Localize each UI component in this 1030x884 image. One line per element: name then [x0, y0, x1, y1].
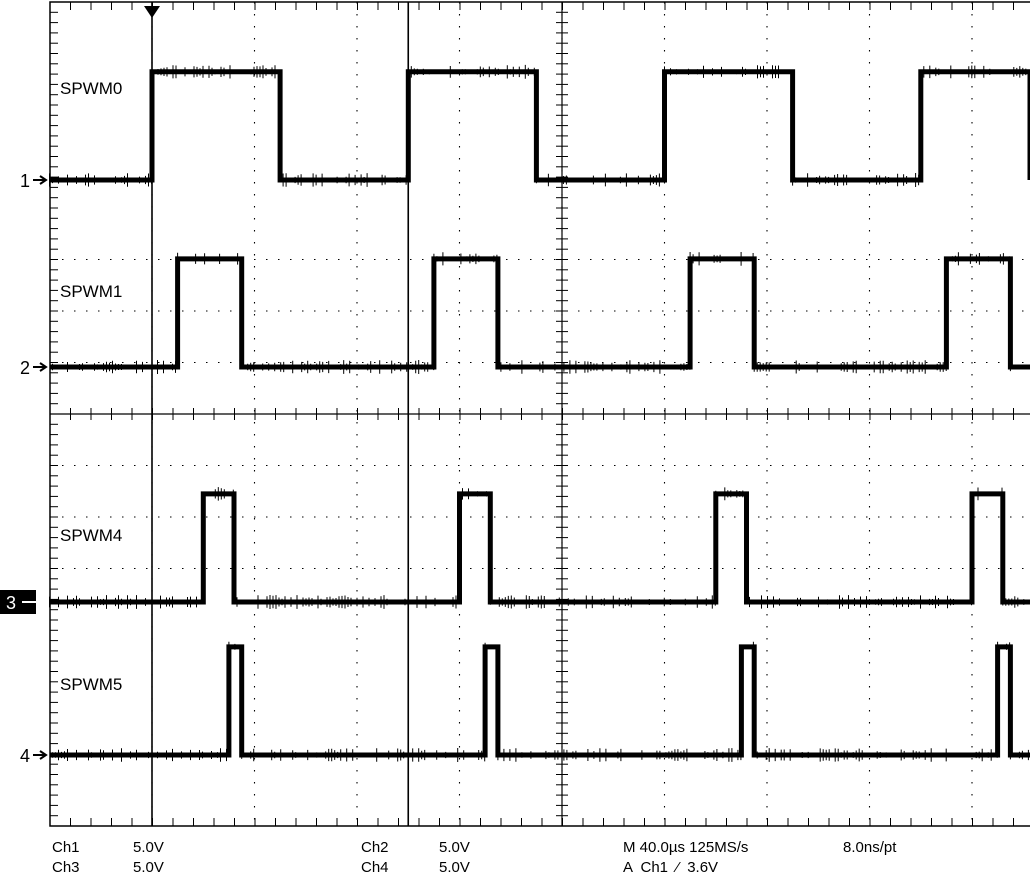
trace-noise-spwm4	[49, 487, 1025, 609]
ch1-ground-marker: 1	[20, 171, 30, 191]
waveform-traces	[49, 64, 1030, 762]
trace-label-spwm5: SPWM5	[60, 675, 122, 694]
ch4-marker-arrow	[33, 750, 48, 760]
scope-status-bar: Ch1 5.0V Ch3 5.0V Ch2 5.0V Ch4 5.0V M 40…	[0, 834, 1030, 884]
graticule	[49, 1, 1030, 827]
trace-label-spwm0: SPWM0	[60, 79, 122, 98]
timebase-readout: M 40.0µs 125MS/s	[623, 839, 749, 856]
record-length-readout: 8.0ns/pt	[843, 839, 897, 856]
trace-noise-spwm0	[49, 64, 1027, 187]
ch1-label: Ch1	[52, 839, 80, 856]
channel-ground-markers: 1 2 3 4	[0, 171, 48, 766]
ch4-scale: 5.0V	[439, 859, 470, 876]
trace-spwm0	[49, 69, 1030, 183]
trace-noise-spwm5	[52, 641, 1029, 762]
ch2-ground-marker: 2	[20, 358, 30, 378]
trigger-position-marker	[144, 6, 160, 18]
trace-spwm1	[49, 256, 1030, 370]
ch2-scale: 5.0V	[439, 839, 470, 856]
ch4-label: Ch4	[361, 859, 389, 876]
trace-spwm4	[49, 491, 1030, 605]
ch3-label: Ch3	[52, 859, 80, 876]
ch1-marker-arrow	[33, 175, 48, 185]
ch3-scale: 5.0V	[133, 859, 164, 876]
ch4-ground-marker: 4	[20, 746, 30, 766]
trace-label-spwm1: SPWM1	[60, 282, 122, 301]
trigger-readout: A Ch1 ⁄ 3.6V	[623, 859, 719, 876]
ch2-marker-arrow	[33, 362, 48, 372]
ch2-label: Ch2	[361, 839, 389, 856]
trace-label-spwm4: SPWM4	[60, 526, 122, 545]
trace-labels: SPWM0 SPWM1 SPWM4 SPWM5	[60, 79, 122, 694]
ch3-marker-arrow	[22, 597, 46, 607]
oscilloscope-display: SPWM0 SPWM1 SPWM4 SPWM5 1 2 3 4	[0, 1, 1030, 827]
trigger-position-arrow	[144, 6, 160, 18]
trace-noise-spwm1	[52, 252, 1011, 374]
ch3-ground-marker: 3	[6, 593, 16, 613]
ch1-scale: 5.0V	[133, 839, 164, 856]
trace-spwm5	[49, 644, 1030, 758]
